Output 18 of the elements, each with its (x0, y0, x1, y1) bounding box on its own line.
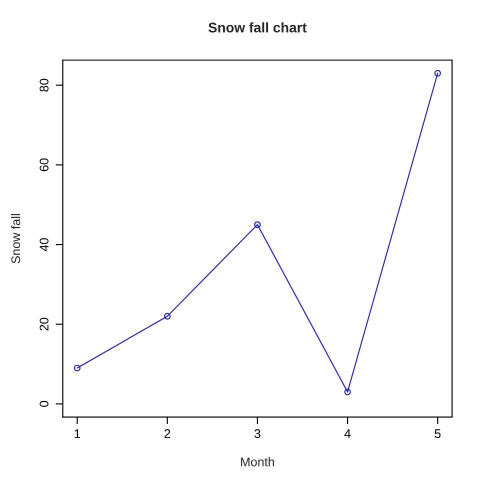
y-tick-label: 0 (40, 400, 49, 407)
y-tick-label: 40 (40, 238, 49, 252)
x-tick-label: 5 (434, 429, 441, 438)
chart-title: Snow fall chart (208, 22, 307, 32)
y-tick-label: 60 (40, 158, 49, 172)
y-axis-title: Snow fall (11, 214, 20, 264)
x-tick-label: 1 (74, 429, 80, 438)
point (344, 388, 351, 396)
x-axis-title: Month (241, 457, 274, 466)
point (254, 221, 261, 228)
point (74, 364, 81, 372)
x-tick-label: 2 (164, 429, 170, 438)
y-tick-label: 80 (40, 78, 49, 92)
x-tick-label: 4 (344, 429, 351, 438)
x-tick-label: 3 (254, 429, 260, 438)
y-tick-label: 20 (40, 318, 49, 331)
point (164, 312, 171, 320)
point (434, 70, 441, 77)
